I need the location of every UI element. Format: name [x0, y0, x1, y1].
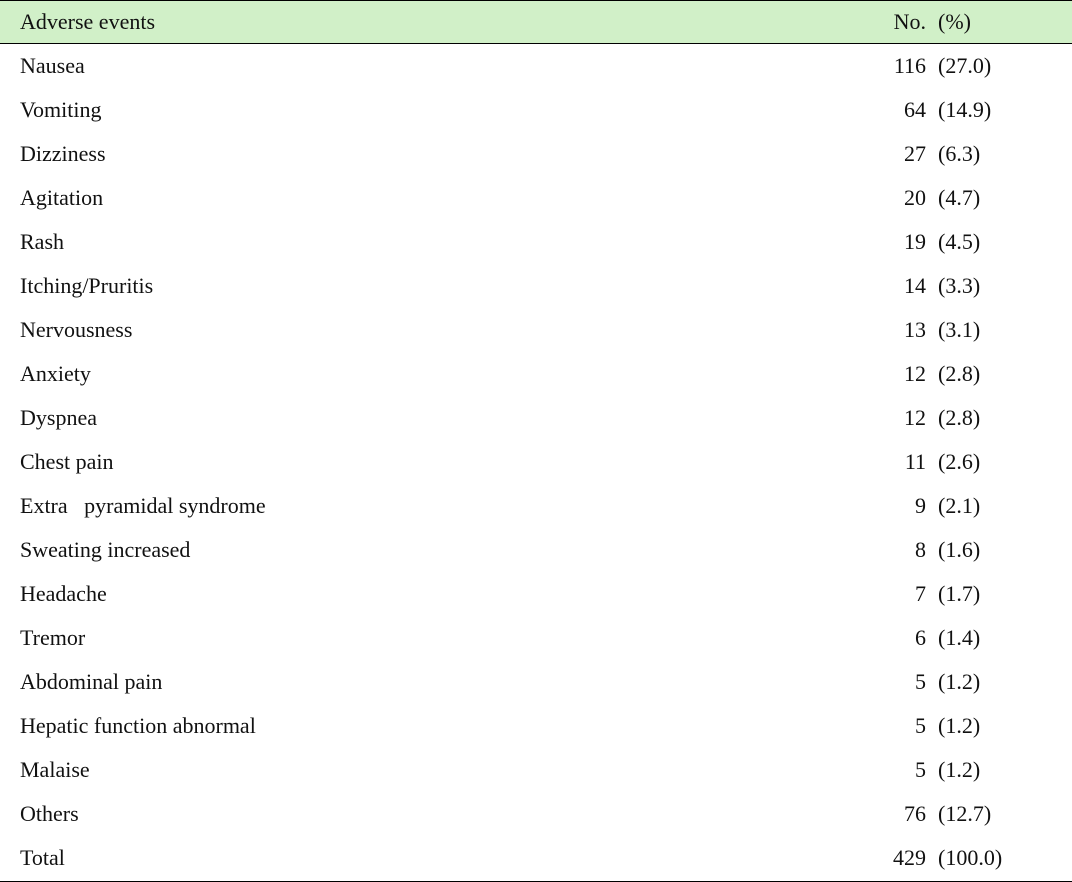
cell-no: 6: [832, 616, 932, 660]
cell-no: 429: [832, 836, 932, 882]
cell-event: Dyspnea: [0, 396, 832, 440]
cell-no: 19: [832, 220, 932, 264]
cell-event: Dizziness: [0, 132, 832, 176]
table-row: Tremor6(1.4): [0, 616, 1072, 660]
cell-event: Rash: [0, 220, 832, 264]
table-row: Total429(100.0): [0, 836, 1072, 882]
cell-pct: (1.7): [932, 572, 1072, 616]
cell-pct: (14.9): [932, 88, 1072, 132]
cell-pct: (1.2): [932, 704, 1072, 748]
adverse-events-table: Adverse events No. (%) Nausea116(27.0)Vo…: [0, 0, 1072, 882]
cell-event: Abdominal pain: [0, 660, 832, 704]
cell-pct: (1.4): [932, 616, 1072, 660]
cell-pct: (2.8): [932, 352, 1072, 396]
cell-event: Agitation: [0, 176, 832, 220]
cell-no: 13: [832, 308, 932, 352]
cell-no: 12: [832, 396, 932, 440]
table-row: Abdominal pain5(1.2): [0, 660, 1072, 704]
cell-no: 5: [832, 660, 932, 704]
cell-no: 27: [832, 132, 932, 176]
cell-event: Tremor: [0, 616, 832, 660]
table-row: Vomiting64(14.9): [0, 88, 1072, 132]
cell-event: Vomiting: [0, 88, 832, 132]
table-row: Others76(12.7): [0, 792, 1072, 836]
table-body: Nausea116(27.0)Vomiting64(14.9)Dizziness…: [0, 44, 1072, 882]
cell-event: Nervousness: [0, 308, 832, 352]
table-row: Dizziness27(6.3): [0, 132, 1072, 176]
cell-no: 76: [832, 792, 932, 836]
table-row: Rash19(4.5): [0, 220, 1072, 264]
header-no: No.: [832, 1, 932, 44]
table-row: Chest pain11(2.6): [0, 440, 1072, 484]
cell-no: 20: [832, 176, 932, 220]
table-row: Agitation20(4.7): [0, 176, 1072, 220]
cell-pct: (3.3): [932, 264, 1072, 308]
cell-no: 5: [832, 748, 932, 792]
table-row: Anxiety12(2.8): [0, 352, 1072, 396]
header-event: Adverse events: [0, 1, 832, 44]
cell-event: Extra pyramidal syndrome: [0, 484, 832, 528]
adverse-events-table-container: Adverse events No. (%) Nausea116(27.0)Vo…: [0, 0, 1072, 882]
cell-pct: (6.3): [932, 132, 1072, 176]
cell-pct: (2.8): [932, 396, 1072, 440]
cell-event: Headache: [0, 572, 832, 616]
table-row: Malaise5(1.2): [0, 748, 1072, 792]
cell-event: Malaise: [0, 748, 832, 792]
cell-pct: (27.0): [932, 44, 1072, 89]
table-row: Nausea116(27.0): [0, 44, 1072, 89]
cell-no: 14: [832, 264, 932, 308]
table-header-row: Adverse events No. (%): [0, 1, 1072, 44]
cell-pct: (100.0): [932, 836, 1072, 882]
cell-no: 7: [832, 572, 932, 616]
table-row: Hepatic function abnormal5(1.2): [0, 704, 1072, 748]
cell-event: Itching/Pruritis: [0, 264, 832, 308]
cell-event: Sweating increased: [0, 528, 832, 572]
cell-event: Nausea: [0, 44, 832, 89]
cell-pct: (4.7): [932, 176, 1072, 220]
cell-pct: (3.1): [932, 308, 1072, 352]
cell-pct: (1.6): [932, 528, 1072, 572]
table-header: Adverse events No. (%): [0, 1, 1072, 44]
cell-no: 11: [832, 440, 932, 484]
cell-event: Total: [0, 836, 832, 882]
cell-event: Hepatic function abnormal: [0, 704, 832, 748]
table-row: Sweating increased8(1.6): [0, 528, 1072, 572]
table-row: Nervousness13(3.1): [0, 308, 1072, 352]
cell-no: 64: [832, 88, 932, 132]
table-row: Itching/Pruritis14(3.3): [0, 264, 1072, 308]
cell-event: Anxiety: [0, 352, 832, 396]
cell-pct: (2.6): [932, 440, 1072, 484]
cell-event: Others: [0, 792, 832, 836]
cell-pct: (1.2): [932, 748, 1072, 792]
cell-no: 5: [832, 704, 932, 748]
cell-no: 8: [832, 528, 932, 572]
cell-no: 9: [832, 484, 932, 528]
table-row: Dyspnea12(2.8): [0, 396, 1072, 440]
cell-pct: (4.5): [932, 220, 1072, 264]
table-row: Extra pyramidal syndrome9(2.1): [0, 484, 1072, 528]
cell-no: 116: [832, 44, 932, 89]
cell-no: 12: [832, 352, 932, 396]
cell-pct: (1.2): [932, 660, 1072, 704]
header-pct: (%): [932, 1, 1072, 44]
table-row: Headache7(1.7): [0, 572, 1072, 616]
cell-pct: (2.1): [932, 484, 1072, 528]
cell-pct: (12.7): [932, 792, 1072, 836]
cell-event: Chest pain: [0, 440, 832, 484]
